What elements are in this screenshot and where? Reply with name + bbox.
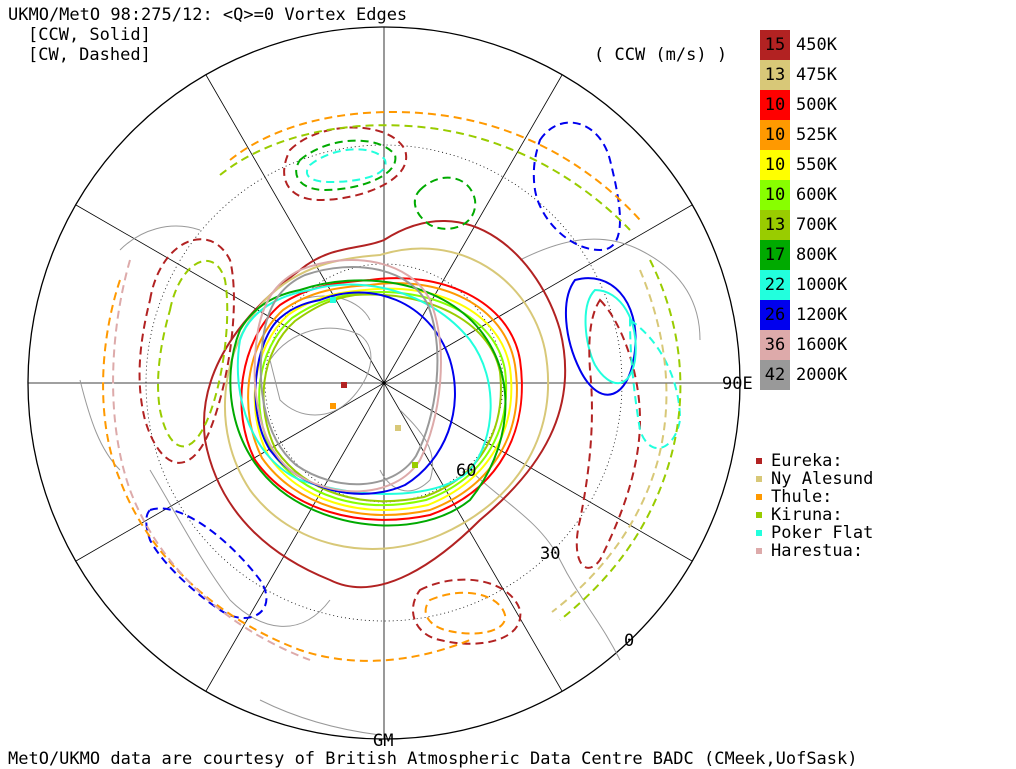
legend-level: 525K [796, 125, 837, 145]
station-dot [756, 548, 762, 554]
level-legend: 15 450K 13 475K 10 500K 10 525K 10 550K 10 600K 13 70… [760, 30, 847, 390]
station-marker-eureka [341, 382, 347, 388]
station-name: Thule: [771, 487, 833, 507]
station-row: Harestua: [756, 542, 873, 560]
station-row: Kiruna: [756, 506, 873, 524]
legend-level: 450K [796, 35, 837, 55]
station-dot [756, 494, 762, 500]
legend-swatch: 42 [760, 360, 790, 390]
legend-level: 700K [796, 215, 837, 235]
legend-level: 550K [796, 155, 837, 175]
station-legend: Eureka: Ny Alesund Thule: Kiruna: Poker Flat… [756, 452, 873, 560]
legend-swatch: 10 [760, 150, 790, 180]
legend-row: 17 800K [760, 240, 847, 270]
legend-level: 2000K [796, 365, 848, 385]
legend-row: 15 450K [760, 30, 847, 60]
legend-row: 22 1000K [760, 270, 847, 300]
north-pole-dot [382, 381, 386, 385]
lon-label-gm: GM [373, 731, 394, 751]
legend-swatch: 10 [760, 180, 790, 210]
legend-swatch: 26 [760, 300, 790, 330]
legend-row: 13 475K [760, 60, 847, 90]
map-title: UKMO/MetO 98:275/12: <Q>=0 Vortex Edges [8, 5, 408, 25]
station-name: Eureka: [771, 451, 843, 471]
legend-swatch: 22 [760, 270, 790, 300]
legend-level: 500K [796, 95, 837, 115]
units-label: ( CCW (m/s) ) [594, 45, 728, 65]
station-name: Ny Alesund [771, 469, 874, 489]
legend-level: 1200K [796, 305, 848, 325]
legend-swatch: 15 [760, 30, 790, 60]
legend-level: 1000K [796, 275, 848, 295]
legend-row: 36 1600K [760, 330, 847, 360]
legend-level: 600K [796, 185, 837, 205]
station-name: Poker Flat [771, 523, 874, 543]
station-row: Thule: [756, 488, 873, 506]
legend-level: 800K [796, 245, 837, 265]
legend-row: 26 1200K [760, 300, 847, 330]
legend-swatch: 36 [760, 330, 790, 360]
station-marker-kiruna [412, 462, 418, 468]
station-dot [756, 512, 762, 518]
legend-row: 10 525K [760, 120, 847, 150]
station-name: Kiruna: [771, 505, 843, 525]
legend-row: 42 2000K [760, 360, 847, 390]
legend-swatch: 10 [760, 90, 790, 120]
legend-swatch: 13 [760, 210, 790, 240]
lon-label-90e: 90E [722, 374, 753, 394]
station-dot [756, 476, 762, 482]
legend-swatch: 17 [760, 240, 790, 270]
legend-level: 475K [796, 65, 837, 85]
legend-row: 10 500K [760, 90, 847, 120]
lat-label-0: 0 [624, 631, 635, 651]
coastlines [79, 225, 701, 736]
cw-dashed-note: [CW, Dashed] [28, 45, 151, 65]
station-name: Harestua: [771, 541, 864, 561]
cw-contours [102, 111, 682, 662]
legend-row: 13 700K [760, 210, 847, 240]
station-marker-ny-alesund [395, 425, 401, 431]
station-dot [756, 458, 762, 464]
legend-row: 10 600K [760, 180, 847, 210]
station-marker-thule [330, 403, 336, 409]
station-row: Eureka: [756, 452, 873, 470]
lat-label-60: 60 [456, 461, 477, 481]
station-row: Poker Flat [756, 524, 873, 542]
legend-row: 10 550K [760, 150, 847, 180]
lat-label-30: 30 [540, 544, 561, 564]
station-row: Ny Alesund [756, 470, 873, 488]
legend-swatch: 10 [760, 120, 790, 150]
ccw-contours [202, 220, 637, 589]
ccw-solid-note: [CCW, Solid] [28, 25, 151, 45]
legend-level: 1600K [796, 335, 848, 355]
credit-footer: MetO/UKMO data are courtesy of British A… [8, 749, 858, 769]
legend-swatch: 13 [760, 60, 790, 90]
station-dot [756, 530, 762, 536]
station-marker-poker-flat [330, 297, 336, 303]
